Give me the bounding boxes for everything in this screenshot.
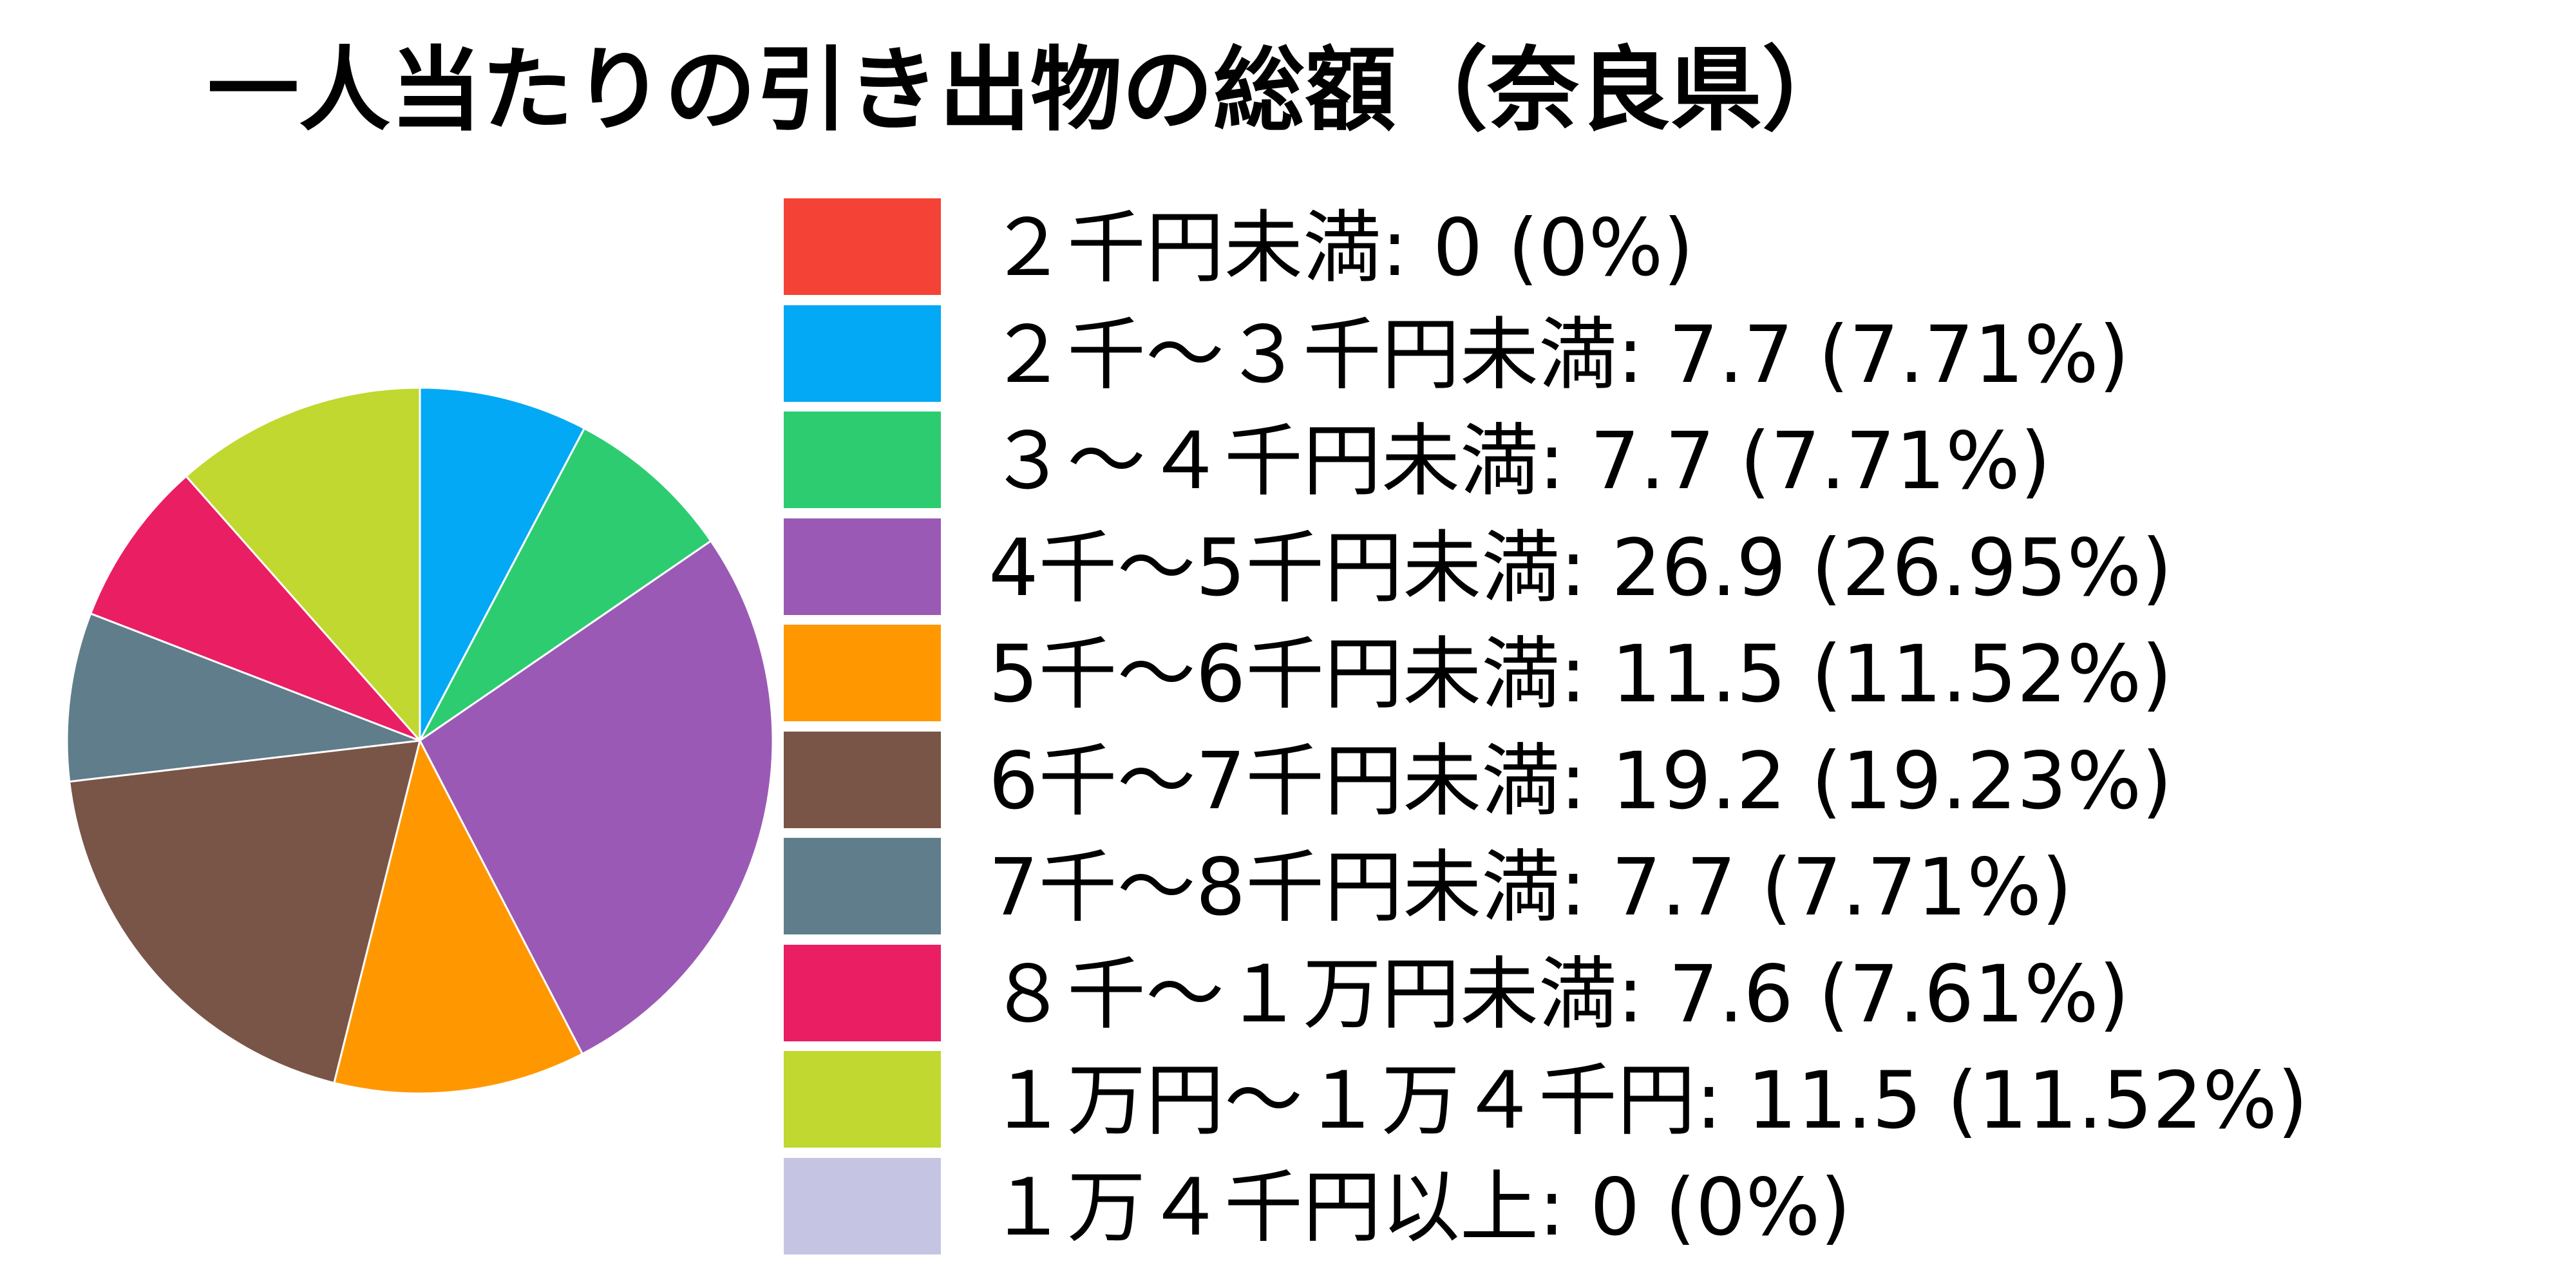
legend-item-5: 6千～7千円未満: 19.2 (19.23%) [784,731,2523,828]
legend-label: １万４千円以上: 0 (0%) [989,1161,1852,1253]
legend-label: 5千～6千円未満: 11.5 (11.52%) [989,629,2172,720]
legend-swatch [784,731,941,828]
legend-label: ８千～１万円未満: 7.6 (7.61%) [989,948,2130,1040]
legend-item-6: 7千～8千円未満: 7.7 (7.71%) [784,838,2523,934]
legend-label: 7千～8千円未満: 7.7 (7.71%) [989,842,2072,933]
legend-swatch [784,1157,941,1255]
legend-item-1: ２千～３千円未満: 7.7 (7.71%) [784,305,2523,402]
legend-swatch [784,944,941,1041]
legend-label: ２千円未満: 0 (0%) [989,202,1694,294]
pie-slice-4 [332,737,584,1095]
pie-slice-5 [68,739,421,1084]
legend-swatch [784,838,941,934]
legend-label: ３～４千円未満: 7.7 (7.71%) [989,415,2051,507]
chart-title: 一人当たりの引き出物の総額（奈良県） [207,37,1853,144]
pie-chart [66,386,774,1095]
legend-item-0: ２千円未満: 0 (0%) [784,198,2523,295]
legend-item-3: 4千～5千円未満: 26.9 (26.95%) [784,518,2523,615]
pie-slice-7 [89,475,421,742]
legend-swatch [784,198,941,295]
legend-swatch [784,412,941,508]
legend-label: 6千～7千円未満: 19.2 (19.23%) [989,735,2172,827]
legend-item-2: ３～４千円未満: 7.7 (7.71%) [784,412,2523,508]
legend-item-8: １万円～１万４千円: 11.5 (11.52%) [784,1051,2523,1148]
legend-swatch [784,625,941,721]
legend-swatch [784,305,941,402]
pie-slice-6 [66,612,421,783]
legend-item-4: 5千～6千円未満: 11.5 (11.52%) [784,625,2523,721]
legend-label: 4千～5千円未満: 26.9 (26.95%) [989,522,2172,614]
legend-swatch [784,518,941,615]
legend-label: ２千～３千円未満: 7.7 (7.71%) [989,308,2130,401]
legend-item-9: １万４千円以上: 0 (0%) [784,1157,2523,1255]
pie-slice-2 [419,427,712,742]
pie-slice-3 [419,539,774,1056]
legend-item-7: ８千～１万円未満: 7.6 (7.61%) [784,944,2523,1041]
legend-label: １万円～１万４千円: 11.5 (11.52%) [989,1055,2308,1146]
pie-slice-1 [419,386,586,741]
legend-swatch [784,1051,941,1148]
pie-slice-8 [184,386,421,743]
